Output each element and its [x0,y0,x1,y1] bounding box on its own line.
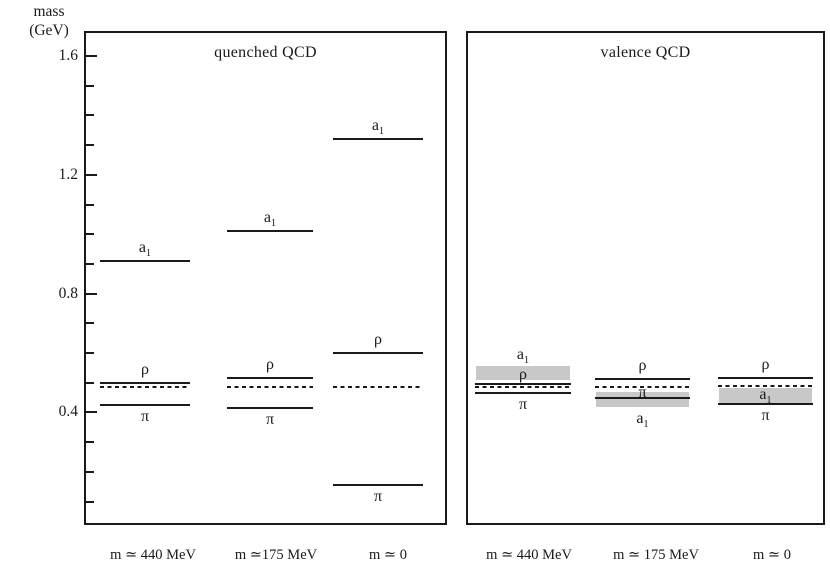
y-axis-tick [86,233,94,236]
y-axis-tick [86,322,94,325]
y-axis-tick [86,55,97,57]
y-axis-tick [86,84,94,87]
y-axis-tick [86,352,94,354]
panel-quenched-qcd: quenched QCD [84,31,447,525]
y-axis-tick [86,203,94,206]
y-axis-tick [86,411,97,414]
reference-dashed-line [595,385,690,388]
y-axis-tick [86,292,97,295]
column-label: m ≃175 MeV [234,547,318,563]
reference-dashed-line [333,386,423,389]
reference-dashed-line [475,386,571,389]
level-line-rho [227,377,313,380]
reference-dashed-line [227,386,313,389]
level-line-rho [100,381,190,384]
column-label: m ≃ 0 [369,547,407,563]
y-axis-tick-label: 0.8 [58,284,78,302]
column-label: m ≃ 440 MeV [486,547,572,563]
level-band-a1 [719,388,812,403]
panel-title-valence: valence QCD [600,44,691,61]
level-line-rho [718,377,813,380]
level-label-a1: a1 [138,238,152,260]
y-axis-tick-label: 1.2 [58,165,78,183]
y-axis-tick [86,173,97,176]
level-line-pi [718,403,813,406]
level-label-pi: π [140,407,150,425]
y-axis-tick [86,381,94,384]
panel-valence-qcd: valence QCD [466,31,825,525]
y-axis-tick [86,114,94,117]
level-label-rho: ρ [374,331,382,348]
level-band-a1 [476,366,570,380]
reference-dashed-line [100,386,190,389]
level-label-pi: π [518,396,528,414]
level-line-rho [333,352,423,354]
level-line-pi [595,397,690,400]
level-label-pi: π [373,488,383,506]
level-label-rho: ρ [638,357,647,375]
y-axis-tick-label: 1.6 [58,47,78,64]
level-label-pi: π [761,407,770,425]
level-band-a1 [596,392,689,408]
y-axis-title-line1: mass [33,3,65,20]
level-line-rho [595,378,690,381]
level-label-rho: ρ [761,356,770,374]
level-label-rho: ρ [519,366,527,384]
panel-title-quenched: quenched QCD [214,44,317,61]
y-axis-tick [86,470,94,473]
y-axis-tick-label: 0.4 [58,403,78,421]
y-axis-tick [86,441,94,444]
y-axis-tick [86,500,94,503]
level-label-a1: a1 [759,386,772,407]
level-line-pi [100,403,190,406]
level-line-a1 [227,230,313,233]
level-label-a1: a1 [371,117,385,138]
y-axis-tick [86,144,94,147]
y-axis-tick [86,262,94,265]
level-label-a1: a1 [263,209,277,230]
y-axis-title: mass (GeV) [10,3,88,40]
level-line-a1 [100,259,190,262]
column-label: m ≃ 175 MeV [613,547,699,563]
level-label-rho: ρ [141,360,149,378]
level-line-pi [475,392,571,395]
reference-dashed-line [718,385,813,388]
level-label-pi: π [265,410,275,428]
level-line-a1 [333,138,423,141]
level-line-pi [333,484,423,487]
level-label-a1: a1 [516,346,530,367]
level-line-rho [475,383,571,386]
level-line-pi [227,406,313,409]
column-label: m ≃ 0 [753,547,791,563]
column-label: m ≃ 440 MeV [110,547,196,563]
y-axis-title-line2: (GeV) [29,21,69,39]
level-label-pi: π [638,384,647,402]
level-label-rho: ρ [266,356,274,374]
level-label-a1: a1 [636,410,649,431]
